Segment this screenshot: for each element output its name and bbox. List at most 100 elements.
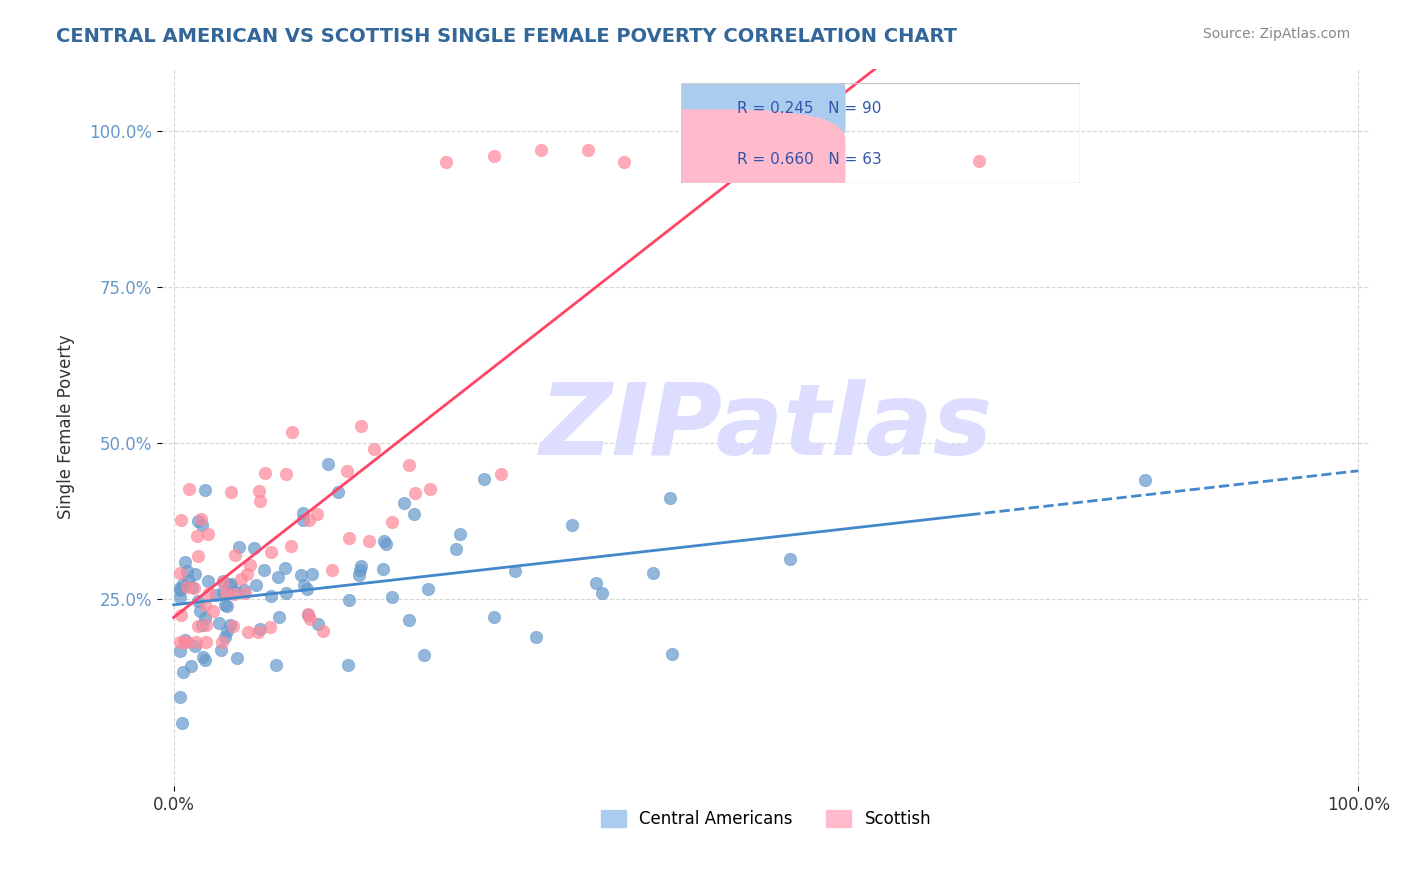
Point [276,586,298,600]
Point [194,611,217,625]
Point [290,568,312,582]
Point [194,599,217,613]
Point [211,585,233,599]
Point [482,610,505,624]
Point [191,650,214,665]
Point [337,658,360,673]
Point [641,566,664,581]
Point [349,563,371,577]
Point [585,575,607,590]
Point [214,630,236,644]
Point [392,495,415,509]
Point [205,588,228,602]
Point [249,494,271,508]
Point [1133,473,1156,487]
Point [449,526,471,541]
Point [214,585,236,599]
Point [267,570,290,584]
Point [245,578,267,592]
Point [374,537,396,551]
Text: Source: ZipAtlas.com: Source: ZipAtlas.com [1202,27,1350,41]
Point [215,624,238,638]
Point [307,616,329,631]
Point [211,635,233,649]
Point [176,635,198,649]
Point [524,631,547,645]
Point [184,639,207,653]
Point [413,648,436,663]
Point [231,572,253,586]
Point [280,425,302,439]
Point [170,513,193,527]
Point [491,467,513,482]
Point [292,506,315,520]
Point [218,578,240,592]
Point [274,560,297,574]
Y-axis label: Single Female Poverty: Single Female Poverty [58,334,75,519]
Point [222,618,245,632]
Point [446,541,468,556]
Point [416,582,439,596]
Point [221,484,243,499]
Point [381,515,404,529]
Point [183,581,205,595]
Point [243,541,266,556]
Point [177,574,200,588]
Point [373,562,395,576]
Point [350,419,373,434]
Point [326,485,349,500]
Point [530,143,553,157]
Point [295,582,318,596]
Point [312,624,335,638]
Point [169,566,191,580]
Point [169,643,191,657]
Point [259,620,281,634]
Point [184,567,207,582]
Point [219,577,242,591]
Point [419,483,441,497]
Point [169,690,191,704]
Point [238,624,260,639]
Point [247,484,270,499]
Point [215,599,238,614]
Point [276,467,298,482]
Point [194,483,217,497]
Point [173,632,195,647]
Point [211,574,233,588]
Point [176,580,198,594]
Point [398,458,420,472]
Point [269,609,291,624]
Point [434,155,457,169]
Point [198,586,221,600]
Point [297,607,319,622]
Point [779,552,801,566]
Point [173,635,195,649]
Point [253,562,276,576]
Point [336,464,359,478]
Point [316,457,339,471]
Point [249,622,271,636]
Point [482,149,505,163]
Point [247,625,270,640]
Point [225,585,247,599]
Point [209,643,232,657]
Point [359,533,381,548]
Point [222,587,245,601]
Point [659,491,682,505]
Point [197,574,219,588]
Point [297,608,319,623]
Point [172,665,194,679]
Point [280,539,302,553]
Point [239,558,262,572]
Point [298,513,321,527]
Point [349,568,371,582]
Legend: Central Americans, Scottish: Central Americans, Scottish [595,804,938,835]
Point [260,589,283,603]
Point [292,578,315,592]
Point [228,541,250,555]
Point [661,647,683,661]
Point [194,653,217,667]
Point [218,617,240,632]
Point [214,598,236,612]
Point [373,534,395,549]
